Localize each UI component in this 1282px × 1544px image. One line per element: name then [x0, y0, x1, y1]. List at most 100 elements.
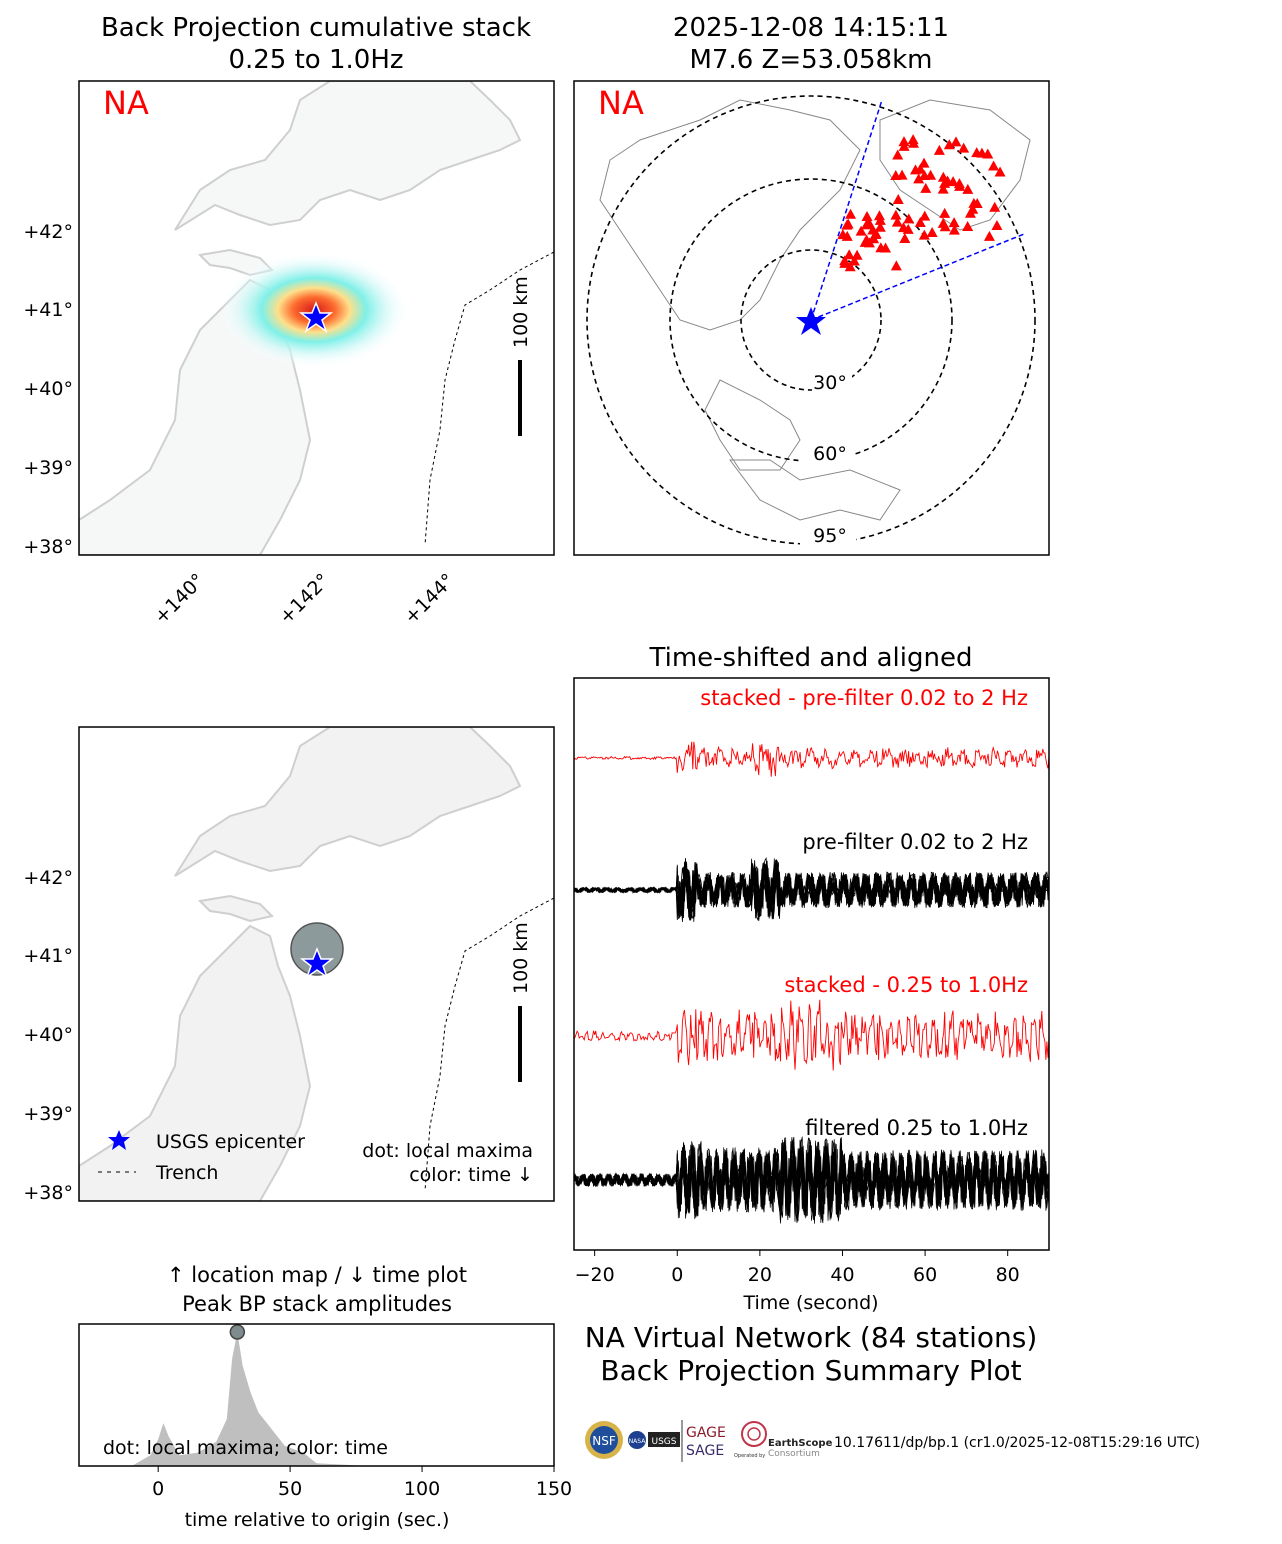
station-marker [962, 220, 974, 231]
trace-label: filtered 0.25 to 1.0Hz [805, 1116, 1028, 1140]
station-marker [991, 220, 1003, 231]
peak-x-tick-label: 0 [152, 1478, 164, 1500]
traces-title: Time-shifted and aligned [649, 643, 973, 673]
azimuth-line [810, 233, 1025, 321]
station-marker [994, 166, 1006, 177]
station-marker [844, 261, 856, 272]
traces-panel: Time-shifted and aligned stacked - pre-f… [573, 643, 1050, 1314]
azimuth-lines [810, 99, 1025, 321]
lat-ticks: +42° +41° +40° +39° +38° [23, 867, 73, 1204]
trace-plot-area [574, 741, 1049, 1224]
trench-line [424, 897, 554, 1192]
peak-x-tick-label: 150 [536, 1478, 572, 1500]
lon-ticks: +140° +142° +144° [150, 569, 459, 628]
station-marker [861, 211, 873, 222]
svg-text:EarthScope: EarthScope [768, 1438, 833, 1449]
svg-text:Consortium: Consortium [768, 1449, 820, 1459]
network-tag: NA [103, 84, 149, 122]
peak-plot-title-line1: ↑ location map / ↓ time plot [167, 1263, 467, 1287]
bp-map-title-line2: 0.25 to 1.0Hz [228, 45, 403, 75]
station-marker [962, 183, 974, 194]
trace-x-tick-label: 60 [913, 1264, 937, 1286]
station-marker [919, 210, 931, 221]
lat-tick: +42° [23, 221, 73, 243]
station-marker [920, 182, 932, 193]
station-marker [898, 140, 910, 151]
station-marker [862, 219, 874, 230]
trace-x-tick-label: 20 [748, 1264, 772, 1286]
trace-x-tick-label: 0 [671, 1264, 683, 1286]
epicenter-star [299, 946, 335, 979]
station-marker [988, 160, 1000, 171]
peak-xlabel: time relative to origin (sec.) [185, 1509, 450, 1531]
station-marker [899, 233, 911, 244]
peak-plot-title-line2: Peak BP stack amplitudes [182, 1292, 452, 1316]
legend: USGS epicenter Trench [98, 1130, 305, 1184]
lat-tick: +39° [23, 457, 73, 479]
station-marker [968, 197, 980, 208]
station-marker [859, 236, 871, 247]
lat-tick: +42° [23, 867, 73, 889]
land-outline [79, 727, 522, 1201]
svg-text:GAGE: GAGE [686, 1425, 726, 1441]
station-marker [939, 207, 951, 218]
station-marker [875, 242, 887, 253]
station-marker [937, 171, 949, 182]
trace-label: stacked - pre-filter 0.02 to 2 Hz [700, 686, 1028, 710]
station-marker [907, 134, 919, 145]
peak-plot-note: dot: local maxima; color: time [103, 1437, 388, 1459]
station-marker [842, 218, 854, 229]
peak-x-tick-label: 50 [278, 1478, 302, 1500]
lat-ticks: +42° +41° +40° +39° +38° [23, 221, 73, 558]
lat-tick: +38° [23, 536, 73, 558]
lon-tick: +142° [275, 569, 334, 628]
trace-x-tick-label: 40 [830, 1264, 854, 1286]
station-marker [918, 169, 930, 180]
station-marker [926, 227, 938, 238]
station-marker [892, 194, 904, 205]
station-marker [943, 139, 955, 150]
svg-text:NASA: NASA [629, 1438, 647, 1445]
station-marker [948, 224, 960, 235]
station-marker [890, 209, 902, 220]
station-marker [870, 228, 882, 239]
svg-text:NSF: NSF [592, 1434, 616, 1448]
logos: NSF NASA USGS GAGE SAGE Operated by Eart… [585, 1420, 833, 1462]
station-marker [967, 203, 979, 214]
station-marker [839, 257, 851, 268]
lat-tick: +40° [23, 378, 73, 400]
station-marker [918, 229, 930, 240]
lon-tick: +144° [400, 569, 459, 628]
station-marker [947, 176, 959, 187]
ring-label: 30° [813, 372, 847, 394]
nsf-logo: NSF [585, 1421, 623, 1459]
station-marker [909, 164, 921, 175]
map-note-line1: dot: local maxima [362, 1140, 533, 1162]
trace-x-tick-label: 80 [996, 1264, 1020, 1286]
svg-text:SAGE: SAGE [686, 1443, 724, 1459]
scale-label: 100 km [510, 276, 532, 348]
ring-label: 95° [813, 525, 847, 547]
peak-x-tick-label: 100 [404, 1478, 440, 1500]
peak-x-ticks: 0 50 100 150 [152, 1466, 572, 1500]
station-marker [890, 260, 902, 271]
station-marker [873, 210, 885, 221]
summary-line1: NA Virtual Network (84 stations) [585, 1321, 1038, 1354]
epicenter-star [298, 300, 334, 333]
local-max-map-panel: 100 km USGS epicenter Trench dot: local … [23, 726, 555, 1204]
lat-tick: +40° [23, 1024, 73, 1046]
lat-tick: +41° [23, 299, 73, 321]
event-datetime: 2025-12-08 14:15:11 [673, 13, 949, 43]
scale-bar [518, 1006, 522, 1082]
scale-bar [518, 360, 522, 436]
station-marker [913, 173, 925, 184]
gage-sage-logo: GAGE SAGE [686, 1425, 726, 1459]
epicenter-star [796, 307, 826, 335]
bp-map-title-line1: Back Projection cumulative stack [101, 13, 531, 43]
trace-labels: stacked - pre-filter 0.02 to 2 Hz pre-fi… [700, 686, 1028, 1140]
station-marker [874, 221, 886, 232]
station-marker [914, 217, 926, 228]
lat-tick: +41° [23, 945, 73, 967]
trace-label: stacked - 0.25 to 1.0Hz [784, 973, 1028, 997]
